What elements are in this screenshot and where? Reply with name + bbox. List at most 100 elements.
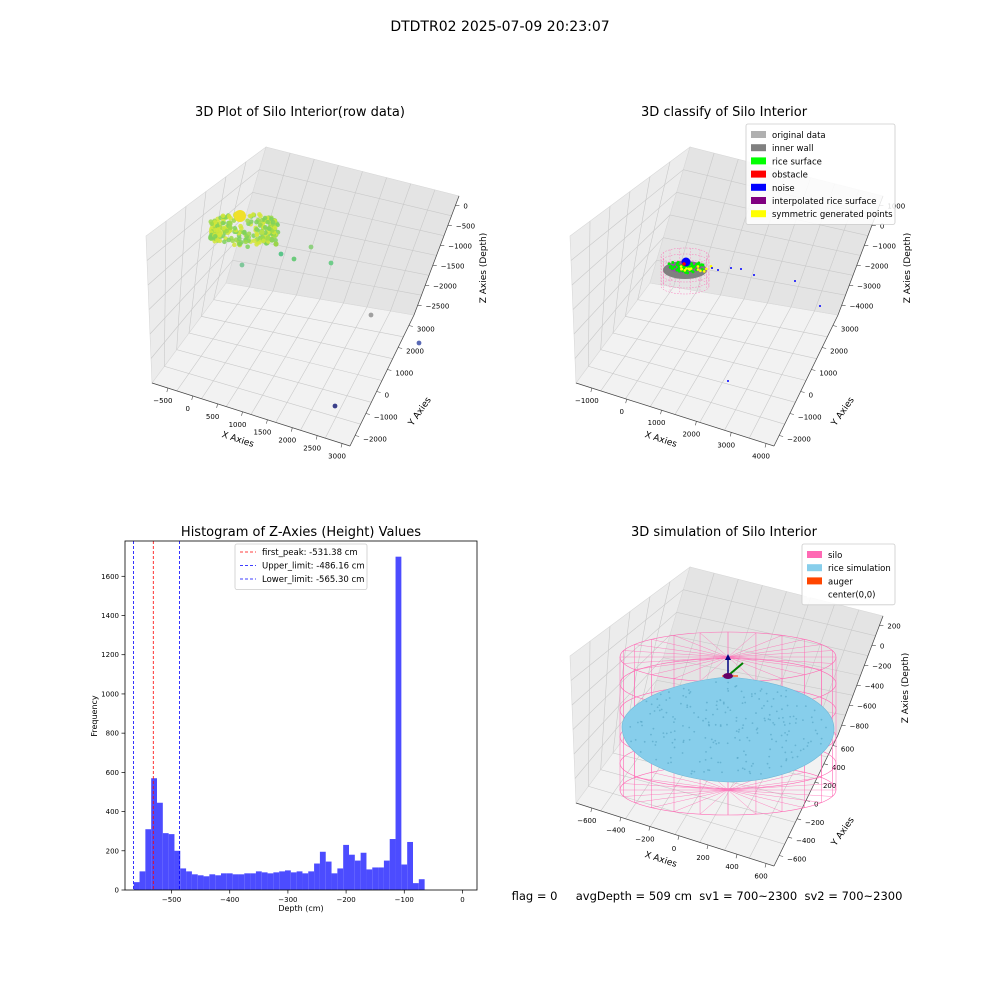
y-tick-label: −200 (805, 819, 824, 827)
silo-floor-line (673, 789, 729, 812)
y-tick-label: 200 (823, 782, 836, 790)
rice-texture-dot (737, 730, 740, 733)
x-tick-mark (266, 419, 268, 424)
y-tick-label: 0 (809, 392, 813, 400)
rice-texture-dot (769, 718, 772, 721)
histogram-bar (145, 829, 152, 890)
noise-point (740, 268, 742, 270)
x-tick-mark (216, 403, 218, 408)
rice-texture-dot (714, 723, 717, 726)
rice-texture-dot (750, 693, 753, 695)
silo-floor-line (623, 783, 729, 791)
rice-texture-dot (665, 711, 668, 714)
histogram-bar (395, 556, 402, 890)
rice-surface-point (668, 265, 672, 269)
rice-texture-dot (717, 761, 720, 764)
rice-surface-point (677, 266, 681, 270)
rice-texture-dot (735, 720, 738, 722)
rice-surface-point (673, 265, 677, 269)
x-tick-mark (764, 443, 767, 448)
rice-texture-dot (643, 740, 646, 743)
histogram-bar (308, 871, 315, 890)
histogram-bar (174, 850, 181, 890)
rice-texture-dot (786, 704, 789, 707)
noise-point (819, 305, 821, 307)
rice-texture-dot (768, 755, 771, 758)
x-tick-label: 3000 (717, 441, 735, 449)
classify-ylabel: Y Axies (829, 395, 857, 428)
scatter-point (242, 230, 247, 236)
histogram-bar (378, 867, 384, 890)
silo-floor-line (727, 783, 833, 791)
x-tick-label: 3000 (328, 452, 346, 460)
z-tick-label: −600 (857, 702, 876, 710)
y-tick-mark (355, 435, 360, 437)
scatter-point (275, 222, 280, 228)
y-tick-label: 800 (106, 730, 119, 738)
silo-wireframe-ring (660, 277, 710, 295)
scatter-point (267, 226, 272, 232)
legend-label: noise (772, 184, 795, 194)
rice-texture-dot (671, 741, 674, 744)
histogram-bar (383, 860, 390, 890)
center-marker (723, 673, 733, 679)
rice-texture-dot (786, 733, 789, 736)
rice-texture-dot (744, 701, 747, 704)
gridline (150, 260, 422, 359)
symmetric-point (680, 267, 683, 271)
rice-texture-dot (717, 742, 720, 744)
legend-frame (234, 543, 368, 590)
silo-roof-line (673, 635, 729, 658)
silo-roof-line (727, 656, 833, 664)
histogram-bar (180, 868, 187, 890)
silo-floor-line (727, 789, 822, 803)
scatter-point (258, 213, 263, 219)
x-tick-label: −400 (606, 826, 625, 834)
rice-texture-dot (799, 749, 802, 752)
rice-texture-dot (749, 772, 752, 775)
scatter-point (416, 340, 422, 346)
rice-texture-dot (764, 719, 766, 722)
rice-texture-dot (788, 722, 791, 725)
classify-legend: original data inner wall rice surface obsta… (745, 123, 896, 225)
silo-floor-line (727, 789, 833, 797)
rice-texture-dot (722, 701, 725, 704)
rice-texture-dot (652, 727, 655, 730)
rice-texture-dot (729, 709, 732, 712)
y-tick-label: 1000 (395, 369, 413, 377)
rice-texture-dot (721, 771, 723, 774)
figure-suptitle: DTDTR02 2025-07-09 20:23:07 (390, 19, 609, 35)
z-axis-line (413, 195, 460, 316)
rice-texture-dot (698, 760, 701, 763)
noise-point (753, 274, 755, 276)
x-tick-label: 2000 (682, 430, 700, 438)
rice-texture-dot (794, 744, 797, 747)
rice-texture-dot (756, 727, 759, 730)
rice-texture-dot (693, 770, 696, 773)
y-tick-label: 1000 (819, 369, 837, 377)
y-tick-mark (408, 325, 413, 327)
y-tick-label: 0 (385, 392, 389, 400)
scatter-point (259, 229, 265, 235)
silo-floor-line (727, 789, 783, 812)
x-tick-label: 4000 (752, 452, 770, 460)
gridline (148, 214, 437, 310)
obstacle-point (682, 262, 686, 266)
legend-swatch (751, 197, 766, 204)
scatter-point (237, 241, 243, 247)
rice-texture-dot (780, 694, 783, 697)
histogram-bar (157, 802, 163, 890)
simulation-xlabel: X Axies (643, 850, 678, 870)
rice-texture-dot (784, 731, 786, 734)
rice-texture-dot (750, 695, 753, 698)
histogram-bar (401, 864, 408, 890)
silo-roof-line (651, 639, 729, 658)
silo-floor-line (727, 789, 757, 815)
rice-texture-dot (670, 731, 672, 734)
scatter-point (261, 238, 266, 244)
scatter-point (332, 403, 338, 409)
rice-texture-dot (755, 712, 757, 714)
rice-texture-dot (688, 738, 691, 741)
rice-texture-dot (773, 723, 776, 726)
rice-texture-dot (668, 697, 671, 699)
